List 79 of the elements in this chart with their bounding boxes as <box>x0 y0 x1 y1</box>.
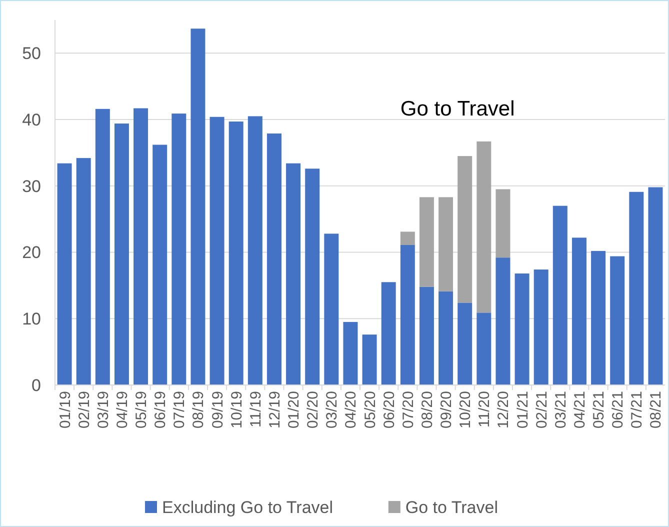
x-tick-label: 09/19 <box>209 391 226 429</box>
y-tick-label: 30 <box>22 176 41 196</box>
bar <box>266 133 282 385</box>
bar <box>134 108 148 385</box>
x-tick-label: 10/20 <box>457 391 474 429</box>
bar <box>534 270 548 385</box>
bar <box>514 274 530 385</box>
x-tick-label: 08/21 <box>648 391 665 429</box>
x-tick-label: 05/21 <box>590 391 608 429</box>
x-tick-label: 07/19 <box>171 391 188 429</box>
bar <box>286 163 301 385</box>
x-tick-label: 12/19 <box>266 391 284 429</box>
y-tick-label: 50 <box>22 44 41 64</box>
legend-label: Go to Travel <box>405 498 498 517</box>
bar <box>552 206 568 385</box>
y-tick-label: 0 <box>32 376 41 395</box>
bar <box>591 250 606 385</box>
bar <box>381 282 396 385</box>
bar <box>343 322 358 385</box>
x-tick-label: 07/20 <box>400 391 417 429</box>
x-tick-label: 01/20 <box>286 391 303 429</box>
bar <box>438 197 454 292</box>
x-tick-label: 06/19 <box>152 391 170 429</box>
bar <box>476 312 492 385</box>
bar <box>419 286 434 385</box>
bar <box>648 187 663 385</box>
bar <box>114 124 129 385</box>
x-tick-label: 08/20 <box>418 391 436 429</box>
bar <box>496 189 510 258</box>
bar <box>458 156 472 303</box>
x-tick-label: 01/21 <box>514 391 532 429</box>
x-tick-label: 10/19 <box>228 391 246 429</box>
bar <box>210 116 224 385</box>
x-tick-label: 05/19 <box>133 391 150 429</box>
x-tick-label: 03/20 <box>324 391 341 429</box>
bar <box>76 158 91 385</box>
x-tick-label: 06/20 <box>380 391 398 429</box>
x-tick-label: 04/19 <box>114 391 131 429</box>
bar <box>190 28 206 385</box>
x-tick-label: 02/21 <box>533 391 550 429</box>
x-tick-label: 09/20 <box>438 391 456 429</box>
bar <box>152 144 168 385</box>
x-tick-label: 07/21 <box>628 391 646 429</box>
x-tick-label: 11/19 <box>247 391 264 428</box>
x-tick-label: 03/21 <box>552 391 570 429</box>
annotation: Go to Travel <box>400 98 515 121</box>
x-tick-label: 08/19 <box>190 391 208 429</box>
x-tick-label: 04/21 <box>571 391 588 429</box>
bar <box>419 197 434 287</box>
x-tick-label: 02/19 <box>76 391 93 429</box>
bar <box>400 232 415 245</box>
bar <box>610 256 625 385</box>
y-tick-label: 40 <box>22 110 41 130</box>
x-tick-label: 01/19 <box>56 391 74 429</box>
x-tick-label: 03/19 <box>94 391 112 429</box>
x-tick-label: 12/20 <box>495 391 512 429</box>
bar <box>629 192 644 385</box>
bar <box>248 116 262 385</box>
x-tick-label: 06/21 <box>610 391 627 429</box>
y-tick-label: 20 <box>22 243 41 262</box>
bar <box>476 141 492 313</box>
bar <box>324 234 339 385</box>
bar <box>95 108 110 385</box>
x-tick-label: 11/20 <box>476 391 494 428</box>
y-tick-label: 10 <box>22 310 41 329</box>
x-tick-label: 02/20 <box>304 391 322 429</box>
bar <box>305 168 320 385</box>
legend-label: Excluding Go to Travel <box>162 498 334 517</box>
bar <box>228 122 244 385</box>
bar <box>572 238 586 385</box>
bar <box>400 244 415 385</box>
bar <box>438 291 454 385</box>
bar <box>362 334 377 385</box>
bar <box>496 258 510 385</box>
x-tick-label: 05/20 <box>362 391 379 429</box>
bar <box>172 114 186 385</box>
x-tick-label: 04/20 <box>342 391 360 429</box>
bar <box>458 302 472 385</box>
bar <box>57 163 72 385</box>
